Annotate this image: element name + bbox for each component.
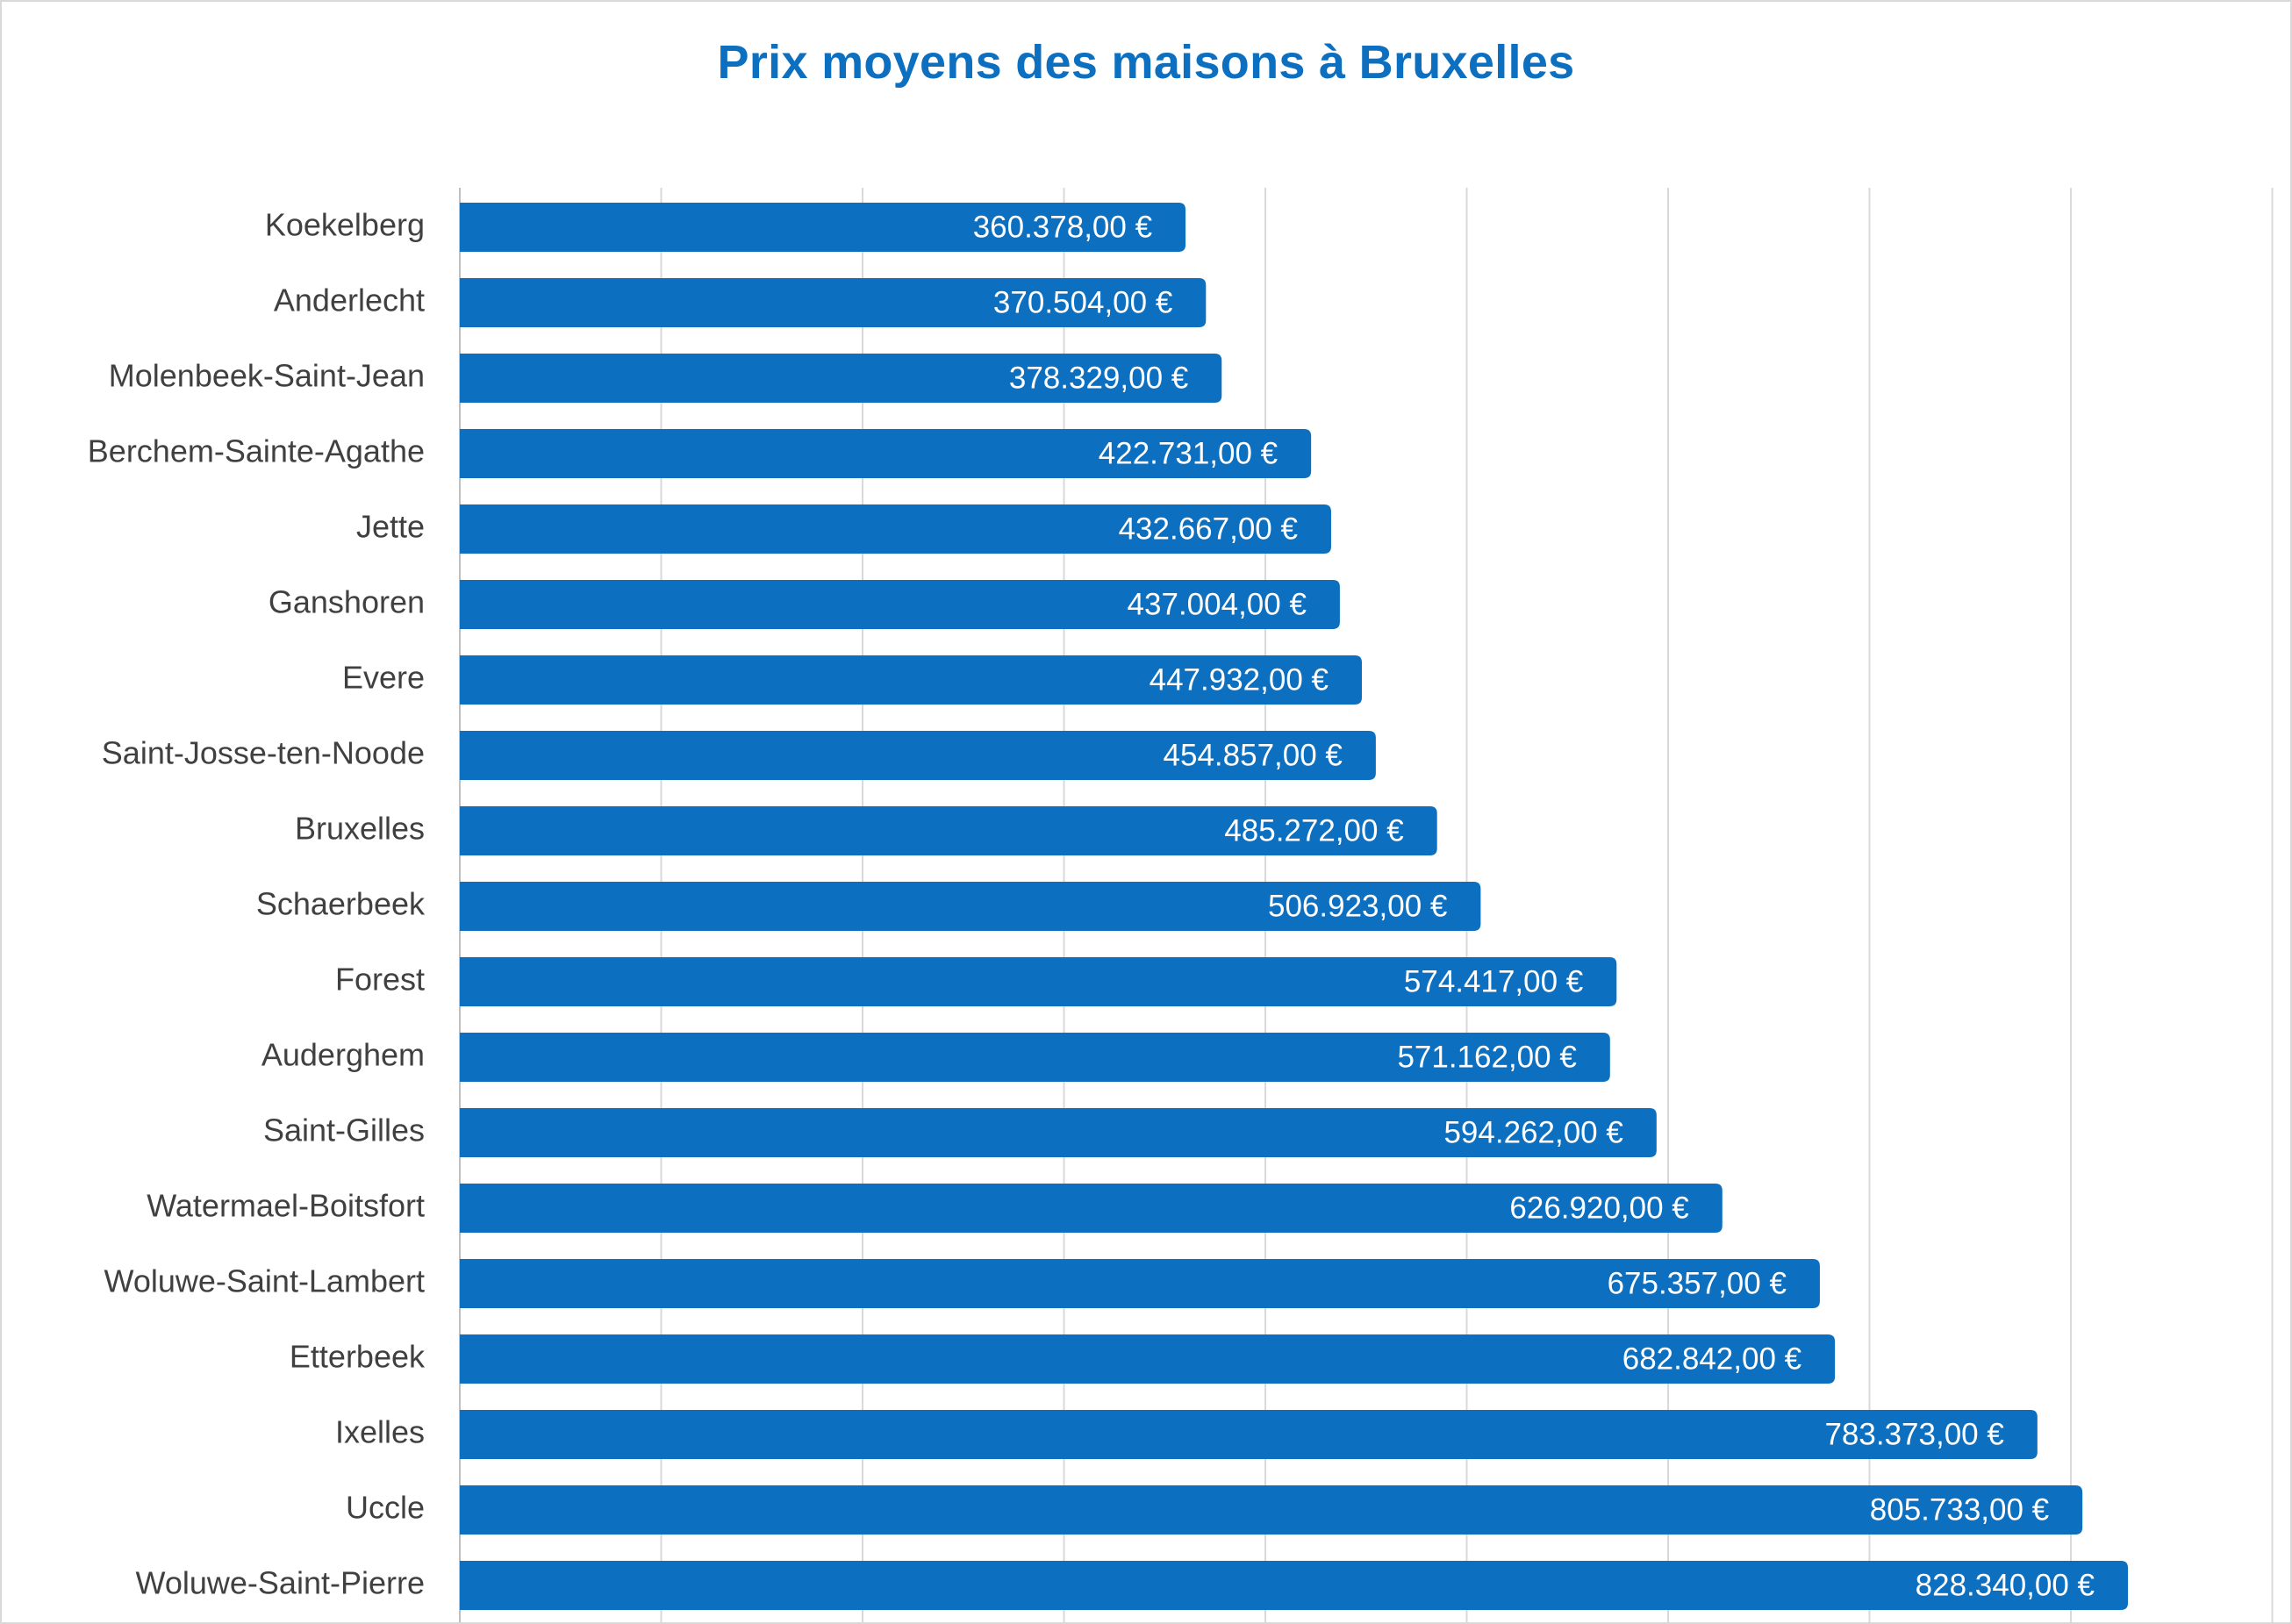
- category-label: Saint-Josse-ten-Noode: [102, 735, 425, 771]
- chart-title: Prix moyens des maisons à Bruxelles: [717, 36, 1575, 89]
- data-label: 574.417,00 €: [1404, 964, 1583, 998]
- bars: [460, 203, 2129, 1610]
- data-label: 360.378,00 €: [973, 210, 1152, 244]
- data-label: 506.923,00 €: [1268, 889, 1447, 923]
- bar: [460, 354, 1222, 403]
- bar: [460, 731, 1376, 780]
- bar: [460, 1259, 1820, 1308]
- data-label: 805.733,00 €: [1870, 1492, 2049, 1527]
- category-label: Uccle: [346, 1490, 425, 1526]
- category-label: Ixelles: [335, 1414, 425, 1450]
- bar: [460, 1410, 2038, 1459]
- category-label: Molenbeek-Saint-Jean: [109, 358, 425, 394]
- category-label: Jette: [356, 509, 425, 545]
- data-label: 432.667,00 €: [1119, 512, 1298, 546]
- bar: [460, 1561, 2129, 1610]
- category-label: Auderghem: [261, 1037, 425, 1073]
- value-labels: 360.378,00 € 370.504,00 € 378.329,00 € 422.…: [973, 210, 2095, 1602]
- bar: [460, 882, 1481, 931]
- data-label: 437.004,00 €: [1128, 587, 1307, 621]
- data-label: 783.373,00 €: [1824, 1417, 2003, 1451]
- data-label: 370.504,00 €: [993, 285, 1172, 319]
- bar: [460, 1334, 1836, 1384]
- data-label: 675.357,00 €: [1608, 1266, 1787, 1300]
- category-label: Bruxelles: [295, 811, 425, 847]
- data-label: 571.162,00 €: [1397, 1040, 1576, 1074]
- bar: [460, 203, 1186, 252]
- bar: [460, 806, 1437, 855]
- data-label: 626.920,00 €: [1509, 1191, 1688, 1225]
- bar: [460, 1108, 1657, 1157]
- bar: [460, 1184, 1723, 1233]
- data-label: 378.329,00 €: [1009, 361, 1188, 395]
- data-label: 454.857,00 €: [1164, 738, 1343, 772]
- category-label: Koekelberg: [265, 207, 425, 243]
- data-label: 594.262,00 €: [1443, 1115, 1622, 1149]
- category-label: Evere: [342, 660, 425, 696]
- bar: [460, 1485, 2083, 1535]
- category-label: Berchem-Sainte-Agathe: [88, 433, 425, 469]
- bar: [460, 1033, 1610, 1082]
- data-label: 485.272,00 €: [1224, 813, 1403, 848]
- data-label: 828.340,00 €: [1916, 1568, 2095, 1602]
- bar: [460, 655, 1363, 705]
- bar: [460, 278, 1207, 327]
- data-label: 447.932,00 €: [1150, 662, 1329, 697]
- category-label: Ganshoren: [269, 584, 425, 620]
- bar: [460, 957, 1617, 1006]
- bar: [460, 429, 1312, 478]
- data-label: 682.842,00 €: [1622, 1341, 1801, 1376]
- bar: [460, 504, 1331, 554]
- category-label: Anderlecht: [274, 283, 425, 318]
- bar: [460, 580, 1340, 629]
- data-label: 422.731,00 €: [1099, 436, 1278, 470]
- category-labels: Koekelberg Anderlecht Molenbeek-Saint-Jean…: [88, 207, 426, 1601]
- category-label: Woluwe-Saint-Lambert: [104, 1263, 425, 1299]
- category-label: Schaerbeek: [256, 886, 426, 922]
- category-label: Woluwe-Saint-Pierre: [136, 1565, 425, 1601]
- category-label: Saint-Gilles: [263, 1112, 425, 1148]
- category-label: Watermael-Boitsfort: [147, 1188, 425, 1224]
- category-label: Forest: [335, 962, 425, 998]
- category-label: Etterbeek: [290, 1339, 426, 1375]
